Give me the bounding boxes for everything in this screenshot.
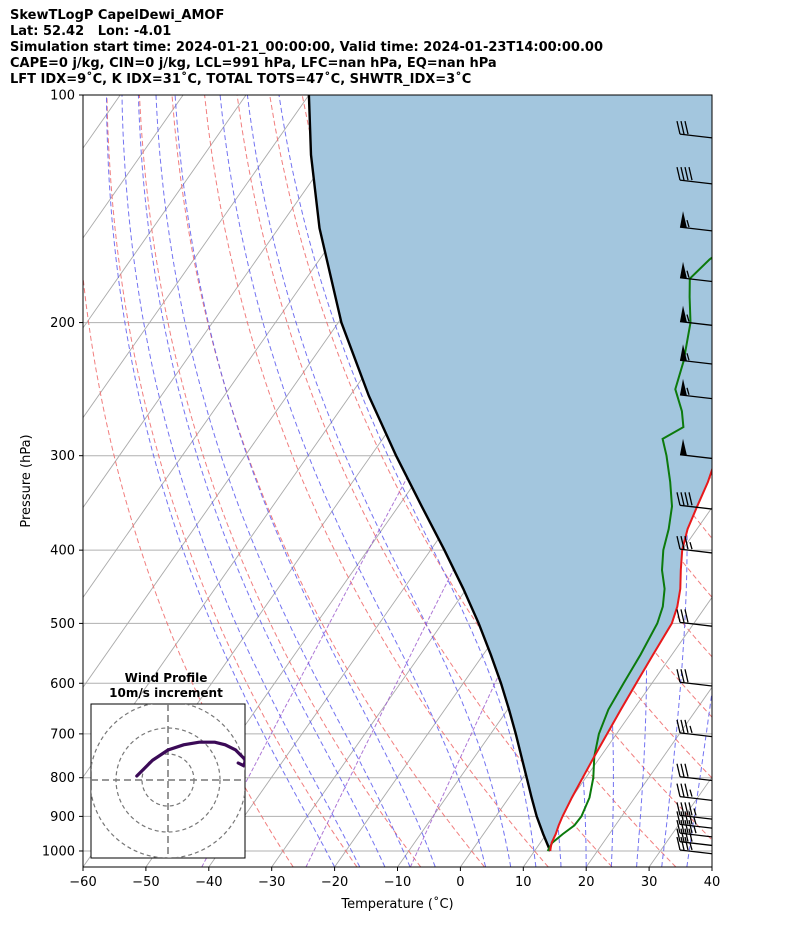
x-tick-label: −10	[384, 875, 411, 890]
y-tick-label: 500	[50, 617, 75, 632]
wind-barb	[676, 669, 712, 687]
isotherm-line	[711, 866, 712, 867]
wind-barb	[676, 535, 712, 554]
y-tick-label: 100	[50, 89, 75, 104]
moist-adiabat	[155, 95, 411, 867]
isotherm-line	[83, 95, 184, 239]
moist-adiabat	[246, 95, 512, 867]
x-tick-label: 20	[578, 875, 595, 890]
y-tick-label: 300	[50, 449, 75, 464]
y-tick-label: 800	[50, 771, 75, 786]
wind-barb	[676, 828, 712, 847]
wind-barb	[676, 609, 712, 627]
wind-barb	[679, 305, 712, 326]
y-tick-label: 400	[50, 544, 75, 559]
title-line-indices: LFT IDX=9˚C, K IDX=31˚C, TOTAL TOTS=47˚C…	[10, 72, 472, 87]
wind-barb	[676, 492, 712, 510]
title-line-location: Lat: 52.42 Lon: -4.01	[10, 24, 172, 39]
dry-adiabat	[726, 95, 794, 867]
isotherm-line	[83, 95, 247, 329]
x-tick-label: −60	[69, 875, 96, 890]
dry-adiabat	[138, 95, 422, 867]
figure-title-block: SkewTLogP CapelDewi_AMOF Lat: 52.42 Lon:…	[10, 8, 603, 88]
wind-barb	[676, 783, 712, 802]
y-tick-label: 900	[50, 810, 75, 825]
dry-adiabat	[758, 95, 794, 867]
dry-adiabat	[106, 95, 358, 867]
dry-adiabat	[83, 272, 294, 867]
x-tick-label: 0	[456, 875, 464, 890]
wind-barb	[676, 819, 712, 838]
x-tick-label: 30	[641, 875, 658, 890]
moist-adiabat	[219, 95, 487, 867]
hodograph-trace	[135, 740, 245, 778]
wind-barb	[676, 802, 712, 820]
wind-barb	[676, 763, 712, 782]
cape-cin-shading	[308, 95, 712, 851]
y-tick-label: 700	[50, 727, 75, 742]
x-axis-label: Temperature (˚C)	[340, 896, 453, 912]
dry-adiabat	[204, 95, 549, 867]
wind-barb	[676, 836, 712, 855]
title-line-cape: CAPE=0 j/kg, CIN=0 j/kg, LCL=991 hPa, LF…	[10, 56, 497, 71]
moist-adiabat	[174, 95, 436, 867]
x-tick-label: 40	[704, 875, 721, 890]
inset-plot-area	[91, 704, 245, 858]
wind-barb	[676, 120, 712, 139]
moist-adiabat	[121, 95, 361, 867]
dewpoint-profile-line	[546, 256, 712, 852]
inset-subtitle: 10m/s increment	[109, 686, 223, 700]
plot-area	[83, 95, 794, 867]
y-tick-label: 600	[50, 677, 75, 692]
moist-adiabat	[278, 95, 537, 867]
moist-adiabat	[106, 95, 336, 867]
wind-barb	[676, 811, 712, 829]
wind-barb	[679, 438, 712, 460]
x-tick-label: −20	[321, 875, 348, 890]
title-line-station: SkewTLogP CapelDewi_AMOF	[10, 8, 225, 23]
title-line-times: Simulation start time: 2024-01-21_00:00:…	[10, 40, 603, 55]
parcel-profile-line	[307, 95, 552, 852]
moist-adiabat	[137, 95, 386, 867]
wind-barb	[679, 378, 712, 400]
isotherm-line	[83, 95, 373, 509]
y-tick-label: 1000	[42, 844, 75, 859]
y-tick-label: 200	[50, 316, 75, 331]
y-axis-label: Pressure (hPa)	[19, 434, 34, 527]
wind-barb	[676, 166, 712, 185]
wind-barbs	[676, 120, 712, 855]
x-tick-label: −40	[195, 875, 222, 890]
x-tick-label: 10	[515, 875, 532, 890]
inset-title: Wind Profile	[125, 671, 208, 685]
wind-barb	[679, 261, 712, 283]
temperature-profile-line	[549, 466, 712, 852]
wind-barb	[676, 719, 712, 738]
dry-adiabat	[791, 95, 794, 867]
isotherm-line	[83, 95, 310, 419]
x-tick-label: −50	[132, 875, 159, 890]
x-tick-label: −30	[258, 875, 285, 890]
wind-barb	[679, 211, 712, 232]
moist-adiabat	[711, 863, 712, 867]
wind-barb	[679, 344, 712, 365]
